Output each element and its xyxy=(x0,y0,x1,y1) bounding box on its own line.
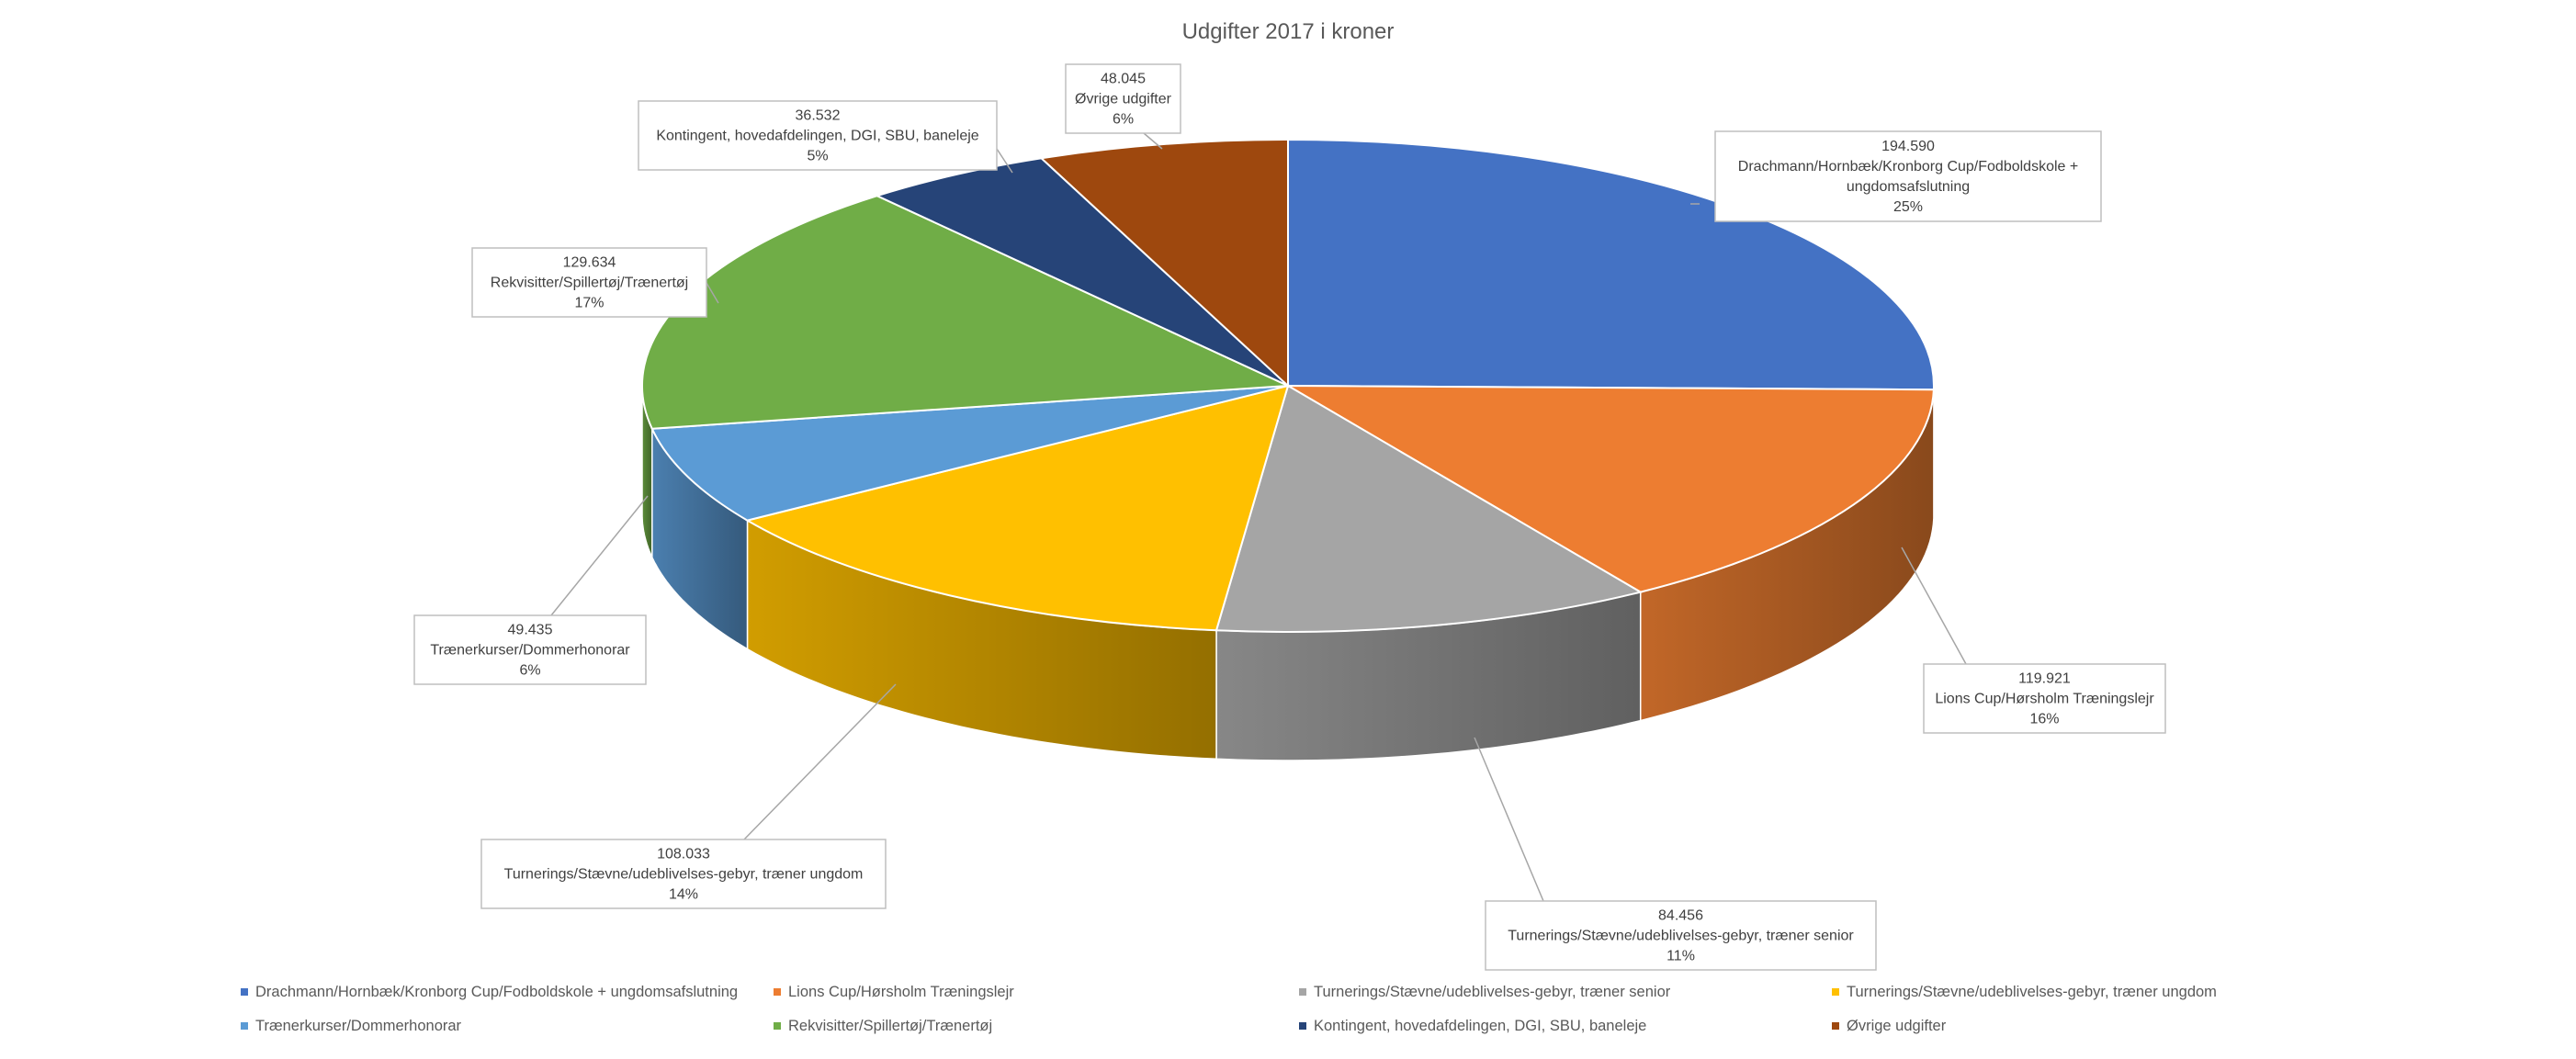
data-label-box xyxy=(413,614,647,685)
data-label-line: 194.590 xyxy=(1881,139,1935,154)
pie-slice-2 xyxy=(1284,384,1935,593)
leader-line-3 xyxy=(1474,737,1544,902)
data-label-line: Lions Cup/Hørsholm Træningslejr xyxy=(1935,692,2154,707)
data-label-box xyxy=(471,247,707,318)
data-label-line: 108.033 xyxy=(657,847,710,862)
data-label-box xyxy=(480,839,887,909)
data-label-line: 17% xyxy=(574,296,604,311)
legend-item-7: Kontingent, hovedafdelingen, DGI, SBU, b… xyxy=(1299,1015,1646,1037)
data-label-line: Kontingent, hovedafdelingen, DGI, SBU, b… xyxy=(656,129,978,144)
data-label-line: 49.435 xyxy=(508,623,553,638)
data-label-line: 36.532 xyxy=(796,108,841,124)
legend-label: Øvrige udgifter xyxy=(1847,1017,1947,1034)
legend-item-2: Lions Cup/Hørsholm Træningslejr xyxy=(774,981,1014,1003)
leader-line-5 xyxy=(550,495,649,616)
data-label-line: 11% xyxy=(1666,949,1695,964)
legend-item-5: Trænerkurser/Dommerhonorar xyxy=(241,1015,461,1037)
data-label-line: 129.634 xyxy=(563,255,616,271)
legend-swatch xyxy=(1299,1022,1306,1030)
leader-lines xyxy=(550,132,1967,902)
legend-swatch xyxy=(241,988,248,996)
legend-swatch xyxy=(1299,988,1306,996)
legend-swatch xyxy=(241,1022,248,1030)
data-label-7: 36.532 Kontingent, hovedafdelingen, DGI, … xyxy=(638,100,998,171)
pie-top-layer xyxy=(641,138,1935,633)
legend-label: Turnerings/Stævne/udeblivelses-gebyr, tr… xyxy=(1847,983,2217,1000)
data-label-box xyxy=(1065,63,1181,134)
legend-swatch xyxy=(1832,1022,1839,1030)
data-label-3: 84.456 Turnerings/Stævne/udeblivelses-geb… xyxy=(1485,900,1877,971)
data-label-line: Trænerkurser/Dommerhonorar xyxy=(430,643,630,659)
data-label-line: 25% xyxy=(1893,199,1923,215)
legend-item-4: Turnerings/Stævne/udeblivelses-gebyr, tr… xyxy=(1832,981,2217,1003)
data-label-8: 48.045 Øvrige udgifter 6% xyxy=(1065,63,1181,134)
data-label-line: 119.921 xyxy=(2018,671,2071,687)
legend-item-6: Rekvisitter/Spillertøj/Trænertøj xyxy=(774,1015,992,1037)
legend-label: Lions Cup/Hørsholm Træningslejr xyxy=(788,983,1014,1000)
legend-item-8: Øvrige udgifter xyxy=(1832,1015,1946,1037)
data-label-box xyxy=(1923,663,2166,734)
data-label-line: ungdomsafslutning xyxy=(1847,179,1970,195)
legend-item-3: Turnerings/Stævne/udeblivelses-gebyr, tr… xyxy=(1299,981,1670,1003)
data-label-line: Drachmann/Hornbæk/Kronborg Cup/Fodboldsk… xyxy=(1738,159,2078,175)
legend-label: Kontingent, hovedafdelingen, DGI, SBU, b… xyxy=(1314,1017,1647,1034)
leader-line-6 xyxy=(706,282,719,304)
data-labels: 194.590 Drachmann/Hornbæk/Kronborg Cup/Fo… xyxy=(413,63,2166,971)
data-label-line: 48.045 xyxy=(1101,72,1146,87)
data-label-line: 6% xyxy=(1113,112,1134,128)
leader-line-8 xyxy=(1143,132,1163,150)
legend-swatch xyxy=(774,988,781,996)
leader-line-2 xyxy=(1901,546,1967,665)
pie-slice-4 xyxy=(744,384,1290,632)
data-label-line: Turnerings/Stævne/udeblivelses-gebyr, tr… xyxy=(504,867,864,883)
legend-swatch xyxy=(1832,988,1839,996)
data-label-line: 6% xyxy=(519,663,540,679)
leader-line-7 xyxy=(996,148,1013,174)
pie-slice-3 xyxy=(1215,384,1644,633)
pie-slice-8 xyxy=(1039,138,1289,389)
legend-label: Trænerkurser/Dommerhonorar xyxy=(255,1017,462,1034)
data-label-1: 194.590 Drachmann/Hornbæk/Kronborg Cup/Fo… xyxy=(1714,130,2102,222)
legend-label: Turnerings/Stævne/udeblivelses-gebyr, tr… xyxy=(1314,983,1671,1000)
data-label-line: Øvrige udgifter xyxy=(1075,92,1172,107)
data-label-4: 108.033 Turnerings/Stævne/udeblivelses-ge… xyxy=(480,839,887,909)
legend-label: Rekvisitter/Spillertøj/Trænertøj xyxy=(788,1017,993,1034)
data-label-2: 119.921 Lions Cup/Hørsholm Træningslejr 16… xyxy=(1923,663,2166,734)
data-label-line: Rekvisitter/Spillertøj/Trænertøj xyxy=(491,276,688,291)
data-label-5: 49.435 Trænerkurser/Dommerhonorar 6% xyxy=(413,614,647,685)
data-label-line: Turnerings/Stævne/udeblivelses-gebyr, tr… xyxy=(1508,929,1854,944)
legend-label: Drachmann/Hornbæk/Kronborg Cup/Fodboldsk… xyxy=(255,983,739,1000)
data-label-line: 5% xyxy=(807,149,828,164)
data-label-line: 16% xyxy=(2029,712,2059,727)
pie-slice-7 xyxy=(874,157,1289,387)
data-label-box xyxy=(638,100,998,171)
data-label-line: 84.456 xyxy=(1658,908,1703,924)
data-label-box xyxy=(1485,900,1877,971)
data-label-box xyxy=(1714,130,2102,222)
pie-depth-layer xyxy=(641,386,1935,761)
data-label-line: 14% xyxy=(669,887,698,903)
legend-swatch xyxy=(774,1022,781,1030)
data-label-6: 129.634 Rekvisitter/Spillertøj/Trænertøj 1… xyxy=(471,247,707,318)
leader-line-4 xyxy=(743,683,897,840)
legend-item-1: Drachmann/Hornbæk/Kronborg Cup/Fodboldsk… xyxy=(241,981,738,1003)
chart-title: Udgifter 2017 i kroner xyxy=(1182,19,1395,44)
pie-slice-5 xyxy=(650,385,1289,522)
